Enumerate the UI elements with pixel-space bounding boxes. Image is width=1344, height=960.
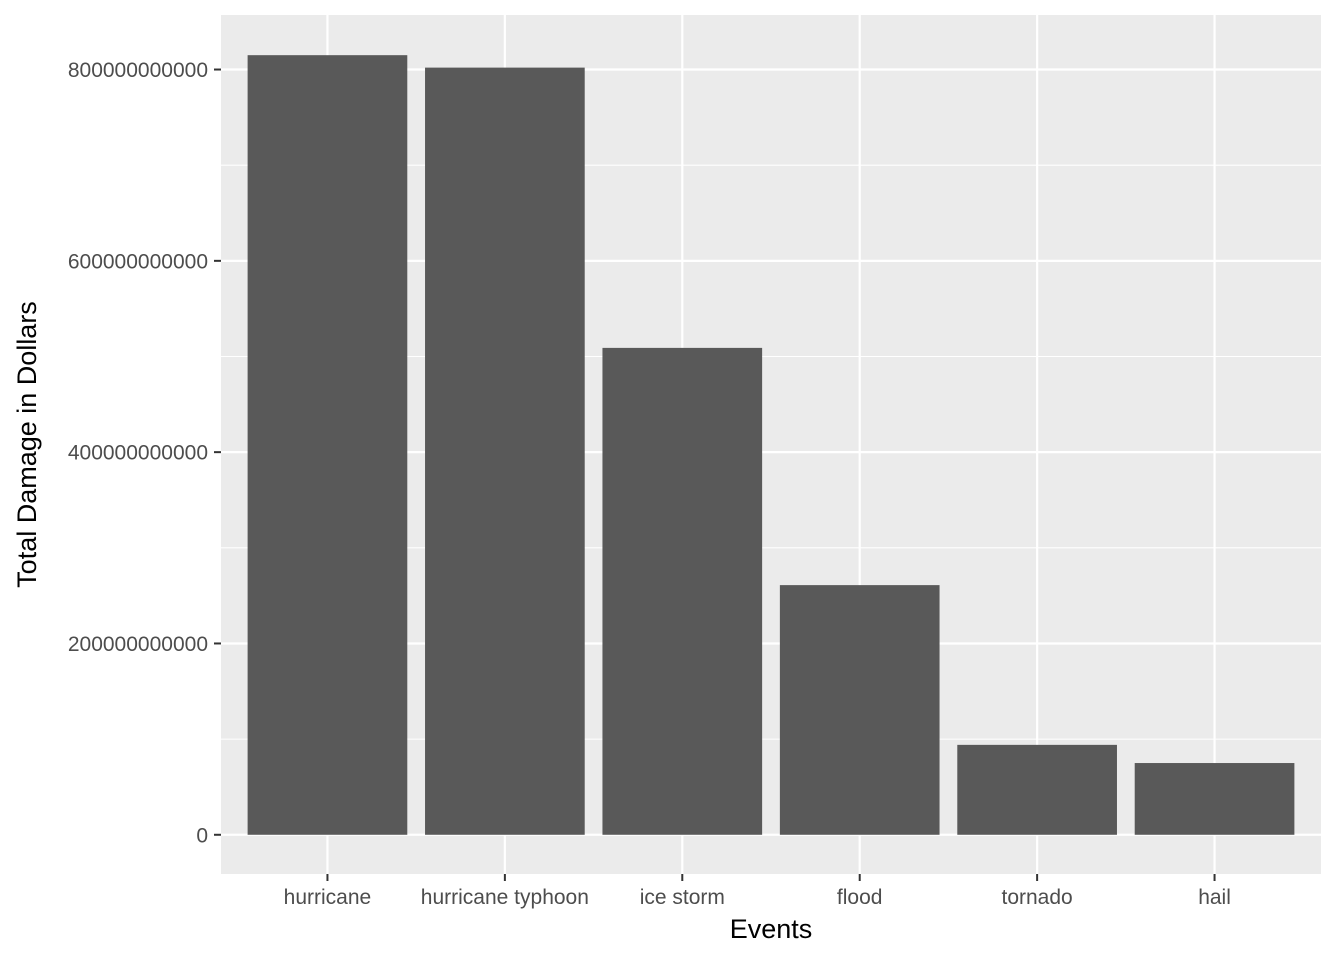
y-tick-label: 400000000000 [68, 442, 208, 465]
y-tick-label: 600000000000 [68, 250, 208, 273]
x-axis-title: Events [730, 914, 813, 944]
y-tick-label: 0 [196, 824, 208, 847]
bar-hail [1134, 763, 1295, 835]
y-tick-label: 800000000000 [68, 59, 208, 82]
x-tick-label: hurricane typhoon [421, 886, 589, 909]
x-tick-label: flood [837, 886, 883, 909]
x-axis: hurricane hurricane typhoon ice storm flood… [284, 874, 1231, 909]
bar-ice-storm [602, 347, 763, 835]
bars [247, 55, 1295, 835]
y-axis-title: Total Damage in Dollars [12, 301, 42, 588]
x-tick-label: hail [1198, 886, 1231, 909]
bar-hurricane-typhoon [425, 67, 585, 835]
y-axis: 0 200000000000 400000000000 600000000000 800… [68, 59, 221, 847]
bar-hurricane [247, 55, 408, 835]
y-tick-label: 200000000000 [68, 633, 208, 656]
x-tick-label: tornado [1002, 886, 1073, 909]
bar-flood [779, 585, 940, 835]
x-tick-label: ice storm [640, 886, 725, 909]
bar-tornado [957, 744, 1117, 835]
x-tick-label: hurricane [284, 886, 372, 909]
